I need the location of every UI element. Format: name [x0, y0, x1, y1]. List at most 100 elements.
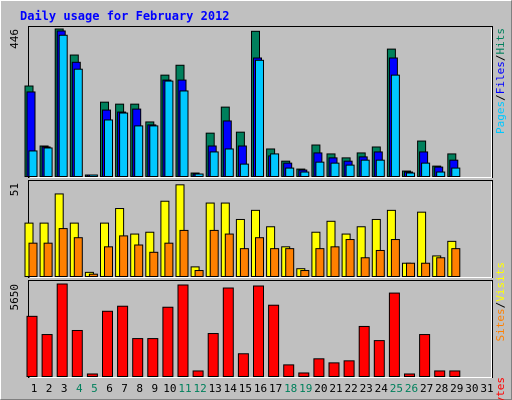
bar — [164, 242, 174, 277]
x-tick-label: 27 — [420, 382, 433, 395]
bar — [134, 125, 144, 177]
bar — [419, 334, 431, 377]
bar — [119, 112, 129, 178]
bar — [406, 262, 415, 277]
legend-separator: / — [494, 302, 507, 309]
bar — [436, 257, 446, 278]
bar — [222, 287, 234, 377]
bar — [360, 159, 370, 177]
x-tick-label: 16 — [254, 382, 267, 395]
x-tick-label: 7 — [121, 382, 128, 395]
x-tick-label: 10 — [163, 382, 176, 395]
bar — [255, 237, 264, 278]
bar — [406, 172, 415, 177]
bar — [162, 306, 174, 378]
bar — [43, 147, 53, 177]
bar — [239, 163, 249, 177]
bar — [58, 228, 68, 278]
x-tick-label: 5 — [91, 382, 98, 395]
bar — [330, 162, 340, 177]
x-tick-label: 30 — [465, 382, 478, 395]
bar — [149, 251, 159, 277]
bar — [436, 171, 446, 178]
bar — [345, 164, 355, 178]
bar — [421, 262, 431, 277]
bar — [285, 248, 295, 278]
bar — [300, 270, 310, 278]
plot-bevel — [29, 281, 492, 378]
x-tick-label: 14 — [224, 382, 238, 395]
x-tick-label: 1 — [31, 382, 38, 395]
legend-entry: Sites — [494, 308, 507, 341]
x-tick-label: 28 — [435, 382, 448, 395]
legend-entry: Pages — [494, 101, 507, 134]
bar — [88, 174, 98, 178]
x-tick-label: 18 — [284, 382, 297, 395]
bar — [328, 362, 340, 377]
legend-entry: Visits — [494, 262, 507, 302]
bar — [268, 304, 280, 377]
bar — [132, 338, 144, 377]
bar — [315, 161, 325, 178]
bar — [451, 167, 461, 178]
legend: Sites/Visits — [494, 262, 507, 342]
x-tick-label: 17 — [269, 382, 282, 395]
bar — [28, 242, 38, 277]
bar — [285, 167, 295, 178]
bar — [360, 257, 370, 278]
bar — [224, 233, 234, 277]
bar — [300, 171, 310, 178]
bar — [194, 270, 204, 278]
bar — [177, 284, 189, 378]
bar — [179, 90, 189, 177]
x-tick-label: 11 — [178, 382, 191, 395]
x-tick-label: 3 — [61, 382, 68, 395]
bar — [86, 373, 98, 378]
bar — [390, 239, 400, 278]
bar — [283, 364, 295, 377]
x-tick-label: 20 — [314, 382, 327, 395]
bar — [28, 150, 38, 177]
bar — [373, 340, 385, 377]
bar — [26, 315, 38, 378]
legend-entry: KBytes — [494, 377, 507, 400]
x-tick-label: 21 — [329, 382, 342, 395]
x-tick-label: 24 — [375, 382, 389, 395]
bar — [56, 283, 68, 377]
x-tick-label: 13 — [209, 382, 222, 395]
bar — [88, 273, 98, 278]
bar — [134, 244, 144, 277]
x-tick-label: 8 — [136, 382, 143, 395]
bar — [315, 248, 325, 278]
bar — [451, 248, 461, 278]
bar — [147, 338, 159, 377]
legend: Pages/Files/Hits — [494, 28, 507, 134]
bar — [313, 358, 325, 378]
x-tick-label: 22 — [344, 382, 357, 395]
bar — [343, 360, 355, 377]
bar — [119, 235, 129, 277]
bar — [345, 239, 355, 278]
bar — [104, 119, 113, 178]
bar — [388, 292, 400, 378]
bar — [102, 310, 113, 377]
legend: KBytes — [494, 377, 507, 400]
x-tick-label: 2 — [46, 382, 53, 395]
bar — [330, 246, 340, 278]
bar — [192, 370, 204, 377]
bar — [117, 305, 129, 378]
bar — [237, 353, 249, 378]
legend-separator: / — [494, 55, 507, 62]
x-tick-label: 31 — [480, 382, 493, 395]
bar — [270, 248, 280, 278]
bar — [270, 153, 280, 177]
legend-separator: / — [494, 94, 507, 101]
y-tick-label: 446 — [8, 29, 21, 49]
x-tick-label: 15 — [239, 382, 252, 395]
bar — [358, 325, 370, 377]
bar — [104, 246, 113, 278]
bar — [255, 59, 264, 177]
chart-title: Daily usage for February 2012 — [20, 9, 230, 23]
